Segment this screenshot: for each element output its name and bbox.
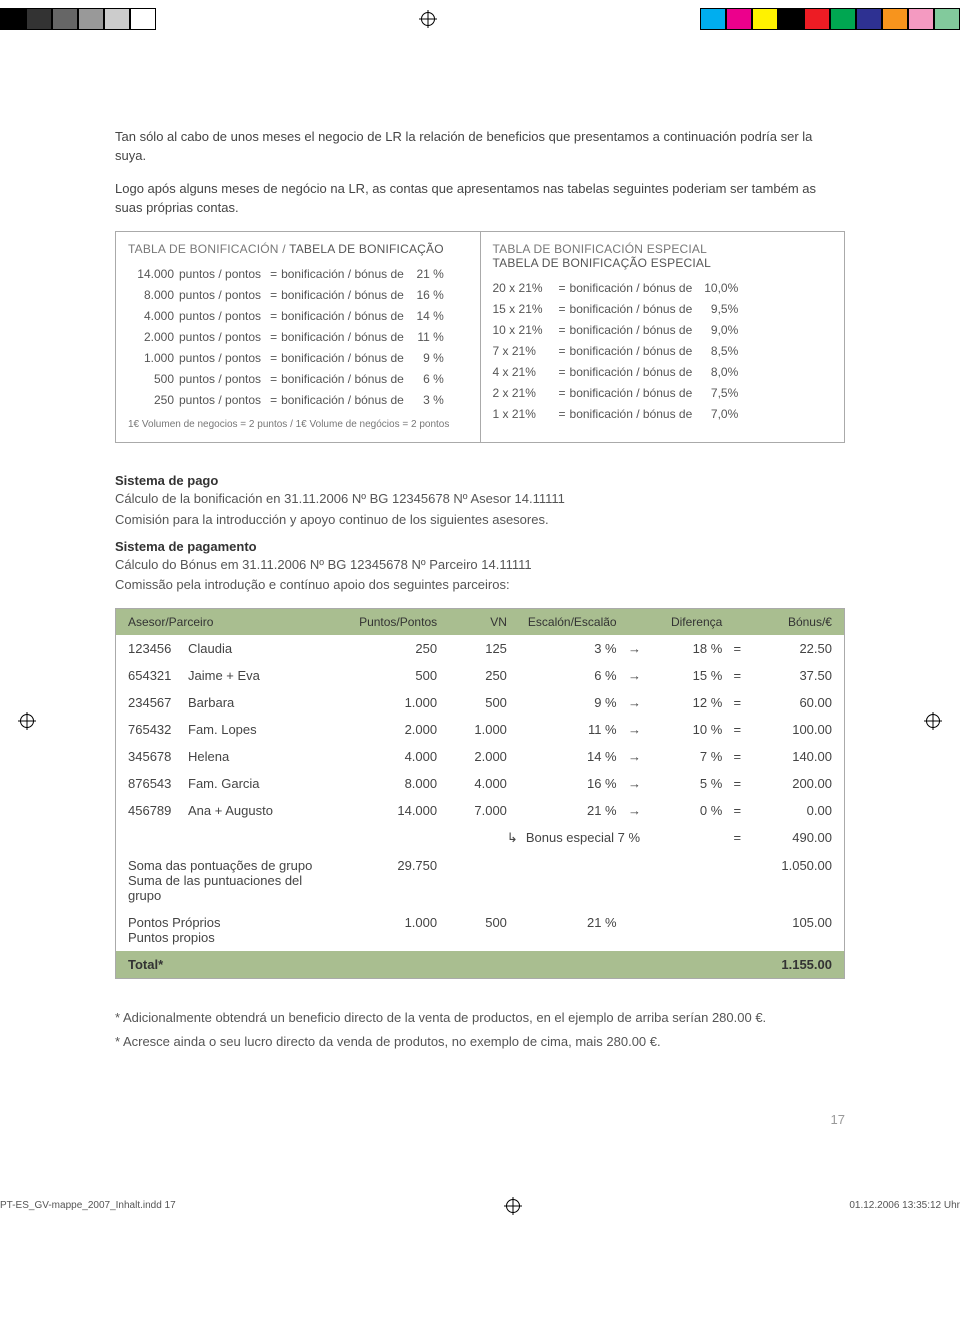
own-bonus: 105.00 xyxy=(752,915,832,945)
swatch xyxy=(0,8,26,30)
table-row: 345678Helena4.0002.00014 %→7 %=140.00 xyxy=(116,743,844,770)
registration-mark-right xyxy=(924,712,942,730)
bonification-row: 14.000puntos / pontos=bonificación / bón… xyxy=(128,264,468,285)
swatch xyxy=(830,8,856,30)
pago-line2: Comisión para la introducción y apoyo co… xyxy=(115,511,845,529)
swatch xyxy=(778,8,804,30)
swatch xyxy=(856,8,882,30)
table-row: 123456Claudia2501253 %→18 %=22.50 xyxy=(116,635,844,662)
footer-file: PT-ES_GV-mappe_2007_Inhalt.indd 17 xyxy=(0,1200,176,1211)
swatch xyxy=(78,8,104,30)
swatch xyxy=(726,8,752,30)
footer-timestamp: 01.12.2006 13:35:12 Uhr xyxy=(849,1200,960,1211)
sum-bonus: 1.050.00 xyxy=(752,858,832,903)
total-label: Total* xyxy=(128,957,337,972)
special-bonification-row: 20 x 21%=bonificación / bónus de10,0% xyxy=(493,278,833,299)
title-es: TABLA DE BONIFICACIÓN ESPECIAL xyxy=(493,242,833,256)
intro-es: Tan sólo al cabo de unos meses el negoci… xyxy=(115,128,845,166)
print-footer: PT-ES_GV-mappe_2007_Inhalt.indd 17 01.12… xyxy=(0,1191,960,1221)
sum-label-pt: Soma das pontuações de grupo xyxy=(128,858,337,873)
pago-line1: Cálculo de la bonificación en 31.11.2006… xyxy=(115,490,845,508)
own-label-es: Puntos propios xyxy=(128,930,337,945)
bonus-especial-label: Bonus especial 7 % xyxy=(526,830,640,845)
bonification-row: 250puntos / pontos=bonificación / bónus … xyxy=(128,390,468,411)
pagamento-line2: Comissão pela introdução e contínuo apoi… xyxy=(115,576,845,594)
bonification-row: 8.000puntos / pontos=bonificación / bónu… xyxy=(128,285,468,306)
footnote-pt: * Acresce ainda o seu lucro directo da v… xyxy=(115,1033,845,1051)
special-bonification-row: 7 x 21%=bonificación / bónus de8,5% xyxy=(493,341,833,362)
bonification-row: 2.000puntos / pontos=bonificación / bónu… xyxy=(128,327,468,348)
own-pp: 1.000 xyxy=(337,915,437,945)
bonification-table-box: TABLA DE BONIFICACIÓN / TABELA DE BONIFI… xyxy=(115,231,481,443)
th-diferenca: Diferença xyxy=(653,615,723,629)
th-bonus: Bónus/€ xyxy=(752,615,832,629)
registration-mark-top xyxy=(419,10,437,28)
bonification-row: 4.000puntos / pontos=bonificación / bónu… xyxy=(128,306,468,327)
table-row: 456789Ana + Augusto14.0007.00021 %→0 %=0… xyxy=(116,797,844,824)
printer-topbar xyxy=(0,0,960,38)
color-swatches xyxy=(700,8,960,30)
left-footnote: 1€ Volumen de negocios = 2 puntos / 1€ V… xyxy=(128,419,468,430)
swatch xyxy=(130,8,156,30)
table-row: 765432Fam. Lopes2.0001.00011 %→10 %=100.… xyxy=(116,716,844,743)
sistema-pagamento-heading: Sistema de pagamento xyxy=(115,539,845,554)
special-bonification-row: 2 x 21%=bonificación / bónus de7,5% xyxy=(493,383,833,404)
bonification-row: 1.000puntos / pontos=bonificación / bónu… xyxy=(128,348,468,369)
box-left-title: TABLA DE BONIFICACIÓN / TABELA DE BONIFI… xyxy=(128,242,468,256)
swatch xyxy=(804,8,830,30)
special-bonification-row: 4 x 21%=bonificación / bónus de8,0% xyxy=(493,362,833,383)
intro-pt: Logo após alguns meses de negócio na LR,… xyxy=(115,180,845,218)
table-header: Asesor/Parceiro Puntos/Pontos VN Escalón… xyxy=(116,609,844,635)
pagamento-line1: Cálculo do Bónus em 31.11.2006 Nº BG 123… xyxy=(115,556,845,574)
bonification-row: 500puntos / pontos=bonificación / bónus … xyxy=(128,369,468,390)
swatch xyxy=(26,8,52,30)
commission-table: Asesor/Parceiro Puntos/Pontos VN Escalón… xyxy=(115,608,845,979)
special-bonification-row: 15 x 21%=bonificación / bónus de9,5% xyxy=(493,299,833,320)
own-vn: 500 xyxy=(437,915,507,945)
title-es: TABLA DE BONIFICACIÓN xyxy=(128,242,279,256)
sistema-pago-heading: Sistema de pago xyxy=(115,473,845,488)
footnote-es: * Adicionalmente obtendrá un beneficio d… xyxy=(115,1009,845,1027)
registration-mark-bottom xyxy=(504,1197,522,1215)
th-asesor: Asesor/Parceiro xyxy=(128,615,337,629)
page-number: 17 xyxy=(115,1112,845,1127)
own-esc: 21 % xyxy=(507,915,617,945)
total-row: Total* 1.155.00 xyxy=(116,951,844,978)
table-row: 876543Fam. Garcia8.0004.00016 %→5 %=200.… xyxy=(116,770,844,797)
bonus-especial-val: 490.00 xyxy=(752,830,832,846)
bonus-especial-row: ↳Bonus especial 7 % = 490.00 xyxy=(116,824,844,852)
swatch xyxy=(752,8,778,30)
special-bonification-row: 10 x 21%=bonificación / bónus de9,0% xyxy=(493,320,833,341)
special-bonification-row: 1 x 21%=bonificación / bónus de7,0% xyxy=(493,404,833,425)
registration-mark-left xyxy=(18,712,36,730)
own-points-row: Pontos Próprios Puntos propios 1.000 500… xyxy=(116,909,844,951)
th-puntos: Puntos/Pontos xyxy=(337,615,437,629)
total-value: 1.155.00 xyxy=(752,957,832,972)
title-sep: / xyxy=(279,242,289,256)
th-escalon: Escalón/Escalão xyxy=(507,615,617,629)
special-bonification-box: TABLA DE BONIFICACIÓN ESPECIAL TABELA DE… xyxy=(481,231,846,443)
title-pt: TABELA DE BONIFICAÇÃO xyxy=(289,242,444,256)
swatch xyxy=(934,8,960,30)
sum-points: 29.750 xyxy=(337,858,437,903)
group-sum-row: Soma das pontuações de grupo Suma de las… xyxy=(116,852,844,909)
table-row: 234567Barbara1.0005009 %→12 %=60.00 xyxy=(116,689,844,716)
swatch xyxy=(908,8,934,30)
swatch xyxy=(882,8,908,30)
swatch xyxy=(52,8,78,30)
eq: = xyxy=(722,830,752,846)
th-vn: VN xyxy=(437,615,507,629)
own-label-pt: Pontos Próprios xyxy=(128,915,337,930)
swatch xyxy=(700,8,726,30)
swatch xyxy=(104,8,130,30)
sum-label-es: Suma de las puntuaciones del grupo xyxy=(128,873,337,903)
title-pt: TABELA DE BONIFICAÇÃO ESPECIAL xyxy=(493,256,833,270)
table-row: 654321Jaime + Eva5002506 %→15 %=37.50 xyxy=(116,662,844,689)
grey-swatches xyxy=(0,8,156,30)
box-right-title: TABLA DE BONIFICACIÓN ESPECIAL TABELA DE… xyxy=(493,242,833,270)
